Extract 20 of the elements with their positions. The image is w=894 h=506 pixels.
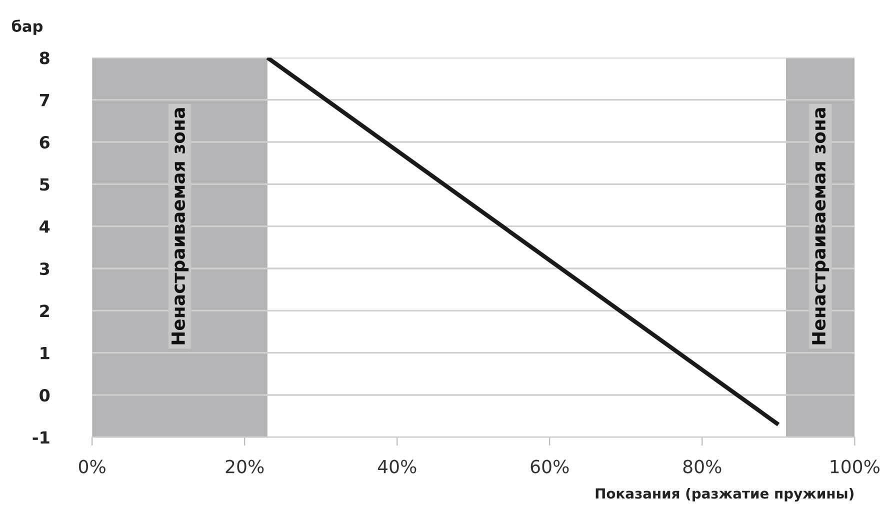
- y-tick-label: 7: [40, 94, 50, 106]
- x-tick-label: 100%: [830, 460, 880, 474]
- y-tick-label: 4: [40, 220, 50, 233]
- y-tick-label: 8: [40, 52, 50, 64]
- x-tick-label: 80%: [683, 460, 722, 474]
- band-label: Ненастраиваемая зона: [172, 108, 189, 344]
- y-tick-label: 5: [40, 178, 50, 191]
- band-label: Ненастраиваемая зона: [812, 108, 830, 344]
- y-axis-title: бар: [12, 20, 43, 35]
- x-tick-label: 0%: [78, 460, 106, 474]
- y-tick-label: 0: [40, 388, 50, 402]
- x-axis-title: Показания (разжатие пружины): [596, 488, 854, 502]
- y-tick-label: 1: [40, 347, 50, 360]
- x-tick-label: 60%: [530, 460, 569, 474]
- y-tick-label: 6: [40, 136, 50, 149]
- y-tick-label: 2: [40, 304, 49, 318]
- x-tick-label: 40%: [378, 460, 416, 474]
- y-tick-label: -1: [32, 431, 50, 444]
- x-tick-label: 20%: [226, 460, 264, 474]
- y-tick-label: 3: [40, 262, 50, 276]
